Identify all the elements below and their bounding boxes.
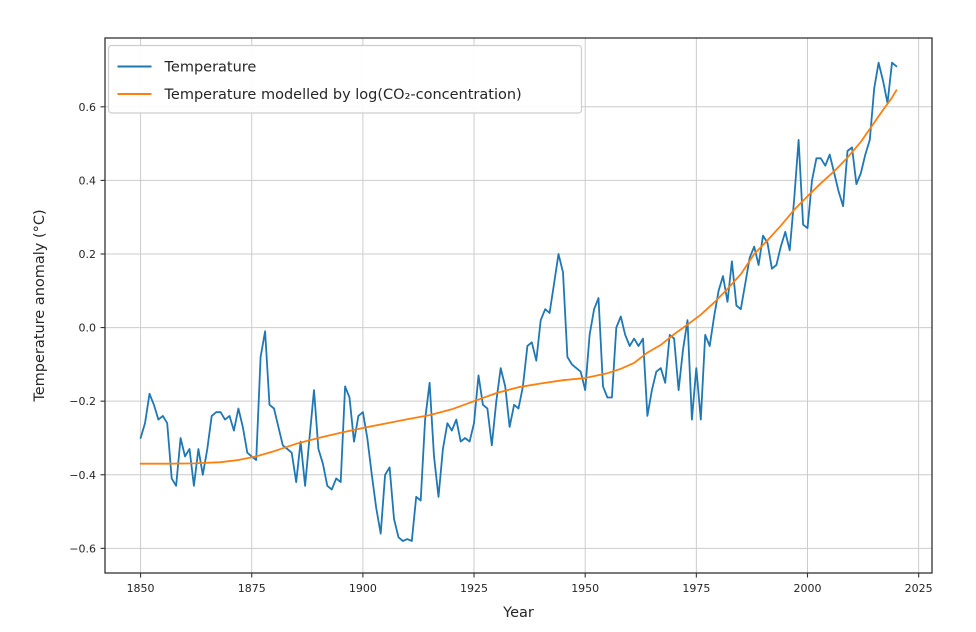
plot-border	[104, 37, 933, 574]
y-tick-label: 0.4	[79, 174, 97, 187]
series-line-0	[139, 61, 898, 542]
y-tick-label: −0.4	[69, 469, 96, 482]
y-tick-label: −0.2	[69, 395, 96, 408]
x-tick-label: 1900	[349, 582, 377, 595]
series-lines	[139, 61, 898, 542]
x-tick-label: 1975	[682, 582, 710, 595]
y-tick-label: 0.0	[79, 322, 97, 335]
y-tick-label: 0.6	[79, 101, 97, 114]
x-tick-label: 1850	[127, 582, 155, 595]
y-tick-label: −0.6	[69, 542, 96, 555]
grid	[105, 38, 932, 573]
x-tick-label: 2025	[905, 582, 933, 595]
legend-entry-0: Temperature	[164, 60, 257, 76]
x-tick-label: 1875	[238, 582, 266, 595]
x-tick-label: 1925	[460, 582, 488, 595]
legend: Temperature Temperature modelled by log(C…	[107, 44, 583, 114]
y-tick-label: 0.2	[79, 248, 97, 261]
x-axis-label: Year	[502, 605, 534, 621]
y-axis-label: Temperature anomaly (°C)	[32, 209, 48, 402]
legend-entry-1: Temperature modelled by log(CO₂-concentr…	[164, 87, 522, 103]
axes: 1850 1875 1900 1925 1950 1975 2000 2025 −0.6 −0.4…	[69, 37, 933, 595]
x-tick-label: 2000	[794, 582, 822, 595]
x-tick-label: 1950	[571, 582, 599, 595]
series-line-1	[139, 89, 898, 465]
legend-box	[107, 44, 583, 114]
